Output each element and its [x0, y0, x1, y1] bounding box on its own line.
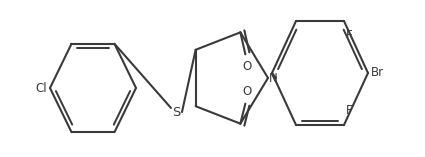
- Text: Cl: Cl: [35, 81, 47, 95]
- Text: F: F: [346, 104, 353, 117]
- Text: S: S: [172, 106, 180, 119]
- Text: O: O: [243, 85, 252, 98]
- Text: N: N: [269, 71, 278, 84]
- Text: F: F: [346, 29, 353, 42]
- Text: Br: Br: [371, 67, 384, 79]
- Text: O: O: [243, 60, 252, 73]
